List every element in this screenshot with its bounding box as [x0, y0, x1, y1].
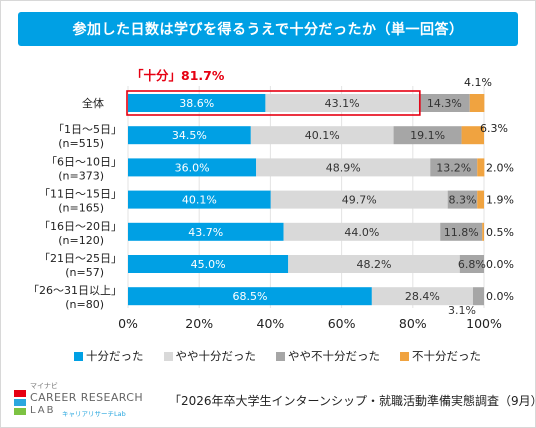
legend-label-insufficient: 不十分だった: [412, 349, 481, 363]
bar-segment: [128, 255, 289, 273]
bar-segment: [418, 94, 470, 112]
bar-segment: [461, 126, 484, 145]
bar-segment: [128, 222, 284, 241]
bar-segment: [128, 190, 271, 209]
data-label: 19.1%: [410, 129, 445, 142]
data-label: 34.5%: [172, 129, 207, 142]
category-sample-size: (n=120): [58, 234, 104, 247]
legend-swatch-somewhat-insufficient: [276, 351, 285, 361]
x-tick-label: 80%: [399, 316, 427, 331]
bar-segment: [440, 222, 483, 241]
data-label: 1.9%: [486, 194, 514, 207]
data-label: 6.3%: [480, 122, 508, 135]
data-label: 13.2%: [436, 161, 471, 174]
bar-segment: [265, 94, 419, 112]
data-label: 49.7%: [342, 194, 377, 207]
bar-segment: [477, 190, 484, 209]
x-tick-label: 100%: [466, 316, 502, 331]
data-label: 0.0%: [486, 290, 514, 303]
bar-segment: [393, 126, 462, 145]
data-label: 45.0%: [191, 258, 226, 271]
legend-swatch-sufficient: [74, 351, 83, 361]
data-label: 8.3%: [448, 194, 476, 207]
category-label: 「11日～15日」: [39, 188, 122, 201]
chart-legend: 十分だった やや十分だった やや不十分だった 不十分だった: [74, 348, 481, 364]
data-label: 0.5%: [486, 226, 514, 239]
highlight-box: [126, 90, 421, 116]
legend-item-sufficient: 十分だった: [74, 348, 144, 364]
bar-segment: [472, 287, 484, 306]
brand-name-small: マイナビ: [30, 382, 58, 390]
data-label: 48.2%: [357, 258, 392, 271]
data-label: 28.4%: [405, 290, 440, 303]
brand-subtitle: キャリアリサーチLab: [62, 410, 126, 418]
legend-label-somewhat-insufficient: やや不十分だった: [288, 349, 380, 363]
data-label: 3.1%: [448, 304, 476, 317]
x-tick-label: 20%: [185, 316, 213, 331]
bar-segment: [469, 94, 485, 112]
bar-segment: [270, 190, 448, 209]
data-label: 6.8%: [458, 258, 486, 271]
legend-swatch-somewhat-sufficient: [163, 351, 173, 361]
bar-segment: [128, 158, 257, 177]
bar-segment: [128, 94, 266, 112]
source-note: 「2026年卒大学生インターンシップ・就職活動準備実態調査（9月）」: [169, 394, 536, 408]
legend-swatch-insufficient: [400, 351, 409, 361]
category-sample-size: (n=515): [58, 137, 104, 150]
legend-label-somewhat-sufficient: やや十分だった: [175, 349, 257, 363]
x-tick-label: 60%: [328, 316, 356, 331]
data-label: 2.0%: [486, 161, 514, 174]
data-label: 43.1%: [325, 97, 360, 110]
data-label: 0.0%: [486, 258, 514, 271]
bar-segment: [283, 222, 441, 241]
data-label: 4.1%: [464, 76, 492, 89]
brand-mark-icon: [14, 390, 26, 415]
category-label: 「21日～25日」: [39, 252, 122, 265]
bar-segment: [371, 287, 473, 306]
bar-segment: [128, 126, 251, 145]
category-label: 「6日～10日」: [46, 155, 122, 168]
brand-logo: マイナビ CAREER RESEARCH LAB キャリアリサーチLab: [10, 378, 143, 424]
brand-name-line2: LAB: [30, 405, 56, 416]
data-label: 40.1%: [182, 194, 217, 207]
data-label: 68.5%: [232, 290, 267, 303]
bar-segment: [250, 126, 394, 145]
x-tick-label: 0%: [118, 316, 138, 331]
category-label: 「26～31日以上」: [28, 284, 122, 297]
data-label: 11.8%: [444, 226, 479, 239]
category-label: 「16日～20日」: [39, 220, 122, 233]
legend-label-sufficient: 十分だった: [86, 349, 144, 363]
callout-label: 「十分」81.7%: [131, 68, 225, 83]
category-sample-size: (n=165): [58, 202, 104, 215]
legend-item-insufficient: 不十分だった: [400, 348, 481, 364]
data-label: 44.0%: [344, 226, 379, 239]
data-label: 48.9%: [326, 161, 361, 174]
legend-item-somewhat-insufficient: やや不十分だった: [276, 348, 380, 364]
x-tick-label: 40%: [257, 316, 285, 331]
bar-segment: [459, 255, 484, 273]
data-label: 14.3%: [427, 97, 462, 110]
bar-segment: [128, 287, 372, 306]
bar-segment: [482, 222, 484, 241]
bar-segment: [430, 158, 478, 177]
bar-segment: [256, 158, 431, 177]
chart-title: 参加した日数は学びを得るうえで十分だったか（単一回答）: [18, 12, 518, 46]
data-label: 36.0%: [175, 161, 210, 174]
category-label: 「1日～5日」: [53, 123, 122, 136]
bar-segment: [288, 255, 460, 273]
data-label: 38.6%: [179, 97, 214, 110]
data-label: 40.1%: [305, 129, 340, 142]
bar-segment: [477, 158, 485, 177]
category-sample-size: (n=373): [58, 169, 104, 182]
category-sample-size: (n=57): [65, 266, 104, 279]
bar-segment: [447, 190, 478, 209]
data-label: 43.7%: [188, 226, 223, 239]
category-label: 全体: [82, 96, 104, 110]
brand-name-line1: CAREER RESEARCH: [30, 391, 143, 404]
category-sample-size: (n=80): [65, 298, 104, 311]
legend-item-somewhat-sufficient: やや十分だった: [163, 348, 257, 364]
